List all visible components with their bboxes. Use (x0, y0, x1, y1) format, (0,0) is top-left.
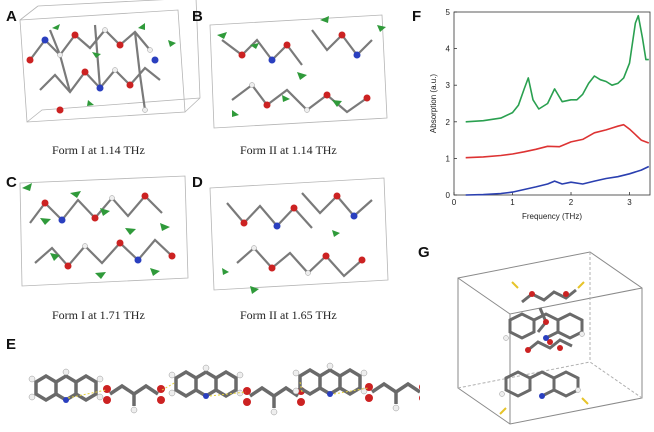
panel-a: A Form I at 1.14 THz (0, 0, 205, 160)
molecular-structure-form1-low (19, 0, 201, 123)
y-tick-label: 4 (446, 45, 451, 54)
y-tick-label: 2 (446, 118, 451, 127)
x-tick-label: 0 (452, 198, 457, 207)
panel-label-c: C (6, 174, 17, 191)
panel-label-b: B (192, 8, 203, 25)
panel-label-g: G (418, 244, 430, 261)
caption-c: Form I at 1.71 THz (52, 308, 145, 322)
panel-f: F 0 1 2 3 0 1 2 3 4 5 Frequency (THz) Absorption (a… (410, 0, 654, 230)
x-tick-label: 1 (510, 198, 515, 207)
x-tick-label: 3 (627, 198, 632, 207)
x-axis-label: Frequency (THz) (522, 212, 582, 221)
panel-d: D Form II at 1.65 THz (192, 168, 402, 328)
unit-cell-structure (457, 251, 643, 425)
panel-g: G (410, 238, 654, 432)
molecular-structure-form2-high (209, 177, 389, 294)
panel-label-e: E (6, 336, 17, 353)
series-line-3 (465, 165, 650, 196)
absorption-chart: 0 1 2 3 0 1 2 3 4 5 Frequency (THz) Absorption (a.u… (429, 8, 651, 221)
caption-b: Form II at 1.14 THz (240, 143, 337, 157)
series-line-1 (465, 14, 649, 123)
caption-a: Form I at 1.14 THz (52, 143, 145, 157)
hydrogen-bond-chain (27, 361, 420, 417)
panel-label-f: F (412, 8, 422, 25)
panel-c: C Form I at 1.71 THz (0, 168, 205, 328)
panel-e: E (0, 330, 420, 432)
y-axis-label: Absorption (a.u.) (429, 74, 438, 133)
y-tick-label: 5 (446, 8, 451, 17)
molecular-structure-form1-high (19, 175, 189, 287)
chart-frame (453, 11, 651, 196)
panel-label-a: A (6, 8, 17, 25)
y-tick-label: 3 (446, 81, 451, 90)
y-tick-label: 1 (446, 154, 451, 163)
molecular-structure-form2-low (209, 14, 388, 129)
y-tick-label: 0 (446, 191, 451, 200)
caption-d: Form II at 1.65 THz (240, 308, 337, 322)
series-line-2 (465, 123, 650, 159)
panel-label-d: D (192, 174, 203, 191)
x-tick-label: 2 (569, 198, 574, 207)
panel-b: B Form II at 1.14 THz (192, 0, 402, 160)
